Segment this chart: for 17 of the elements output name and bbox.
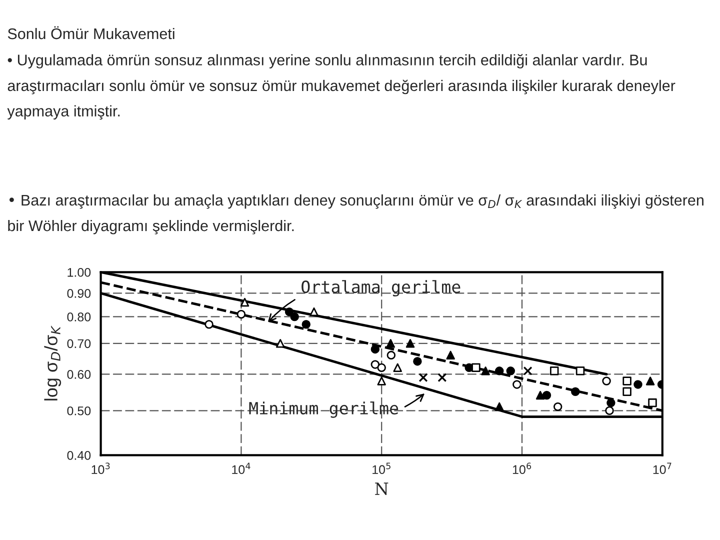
x-tick-label: 10$^{7}$ [653,462,672,474]
chart-title: Sonlu Ömür Mukavemeti [8,26,174,40]
y-tick-label: 0.50 [67,406,91,416]
y-tick-label: 1.00 [68,268,91,277]
y-tick-label: 0.80 [67,312,91,322]
x-tick-label: 10$^{6}$ [512,462,532,474]
y-axis-title: log σ$_{D}$/σ$_{K}$ [44,325,62,400]
x-tick-label: 10$^{3}$ [92,462,110,474]
x-axis-title: N [375,482,388,496]
x-tick-label: 10$^{4}$ [232,462,250,474]
y-tick-label: 0.40 [67,451,91,460]
text: • Bazı araştırmacılar bu amaçla yaptıkları deney sonuçlarını ömür ve σ$_{D}$/ σ$_{K}$ arasındaki ilişkiyi gösteren bir Wöhler diyagramı şeklinde vermişlerdir. [8,194,704,234]
y-tick-label: 0.70 [67,339,91,348]
x-tick-label: 10$^{5}$ [372,462,390,474]
text: • Uygulamada ömrün sonsuz alınması yerine sonlu alınmasının tercih edildiği alanlar vardır. Bu araştırmacıları sonlu ömür ve sonsuz ömür mukavemet değerleri arasında ilişkiler kurarak deneyler yapmaya itmiştir. [7,54,676,120]
y-tick-label: 0.60 [67,370,91,379]
y-tick-label: 0.90 [67,289,91,298]
